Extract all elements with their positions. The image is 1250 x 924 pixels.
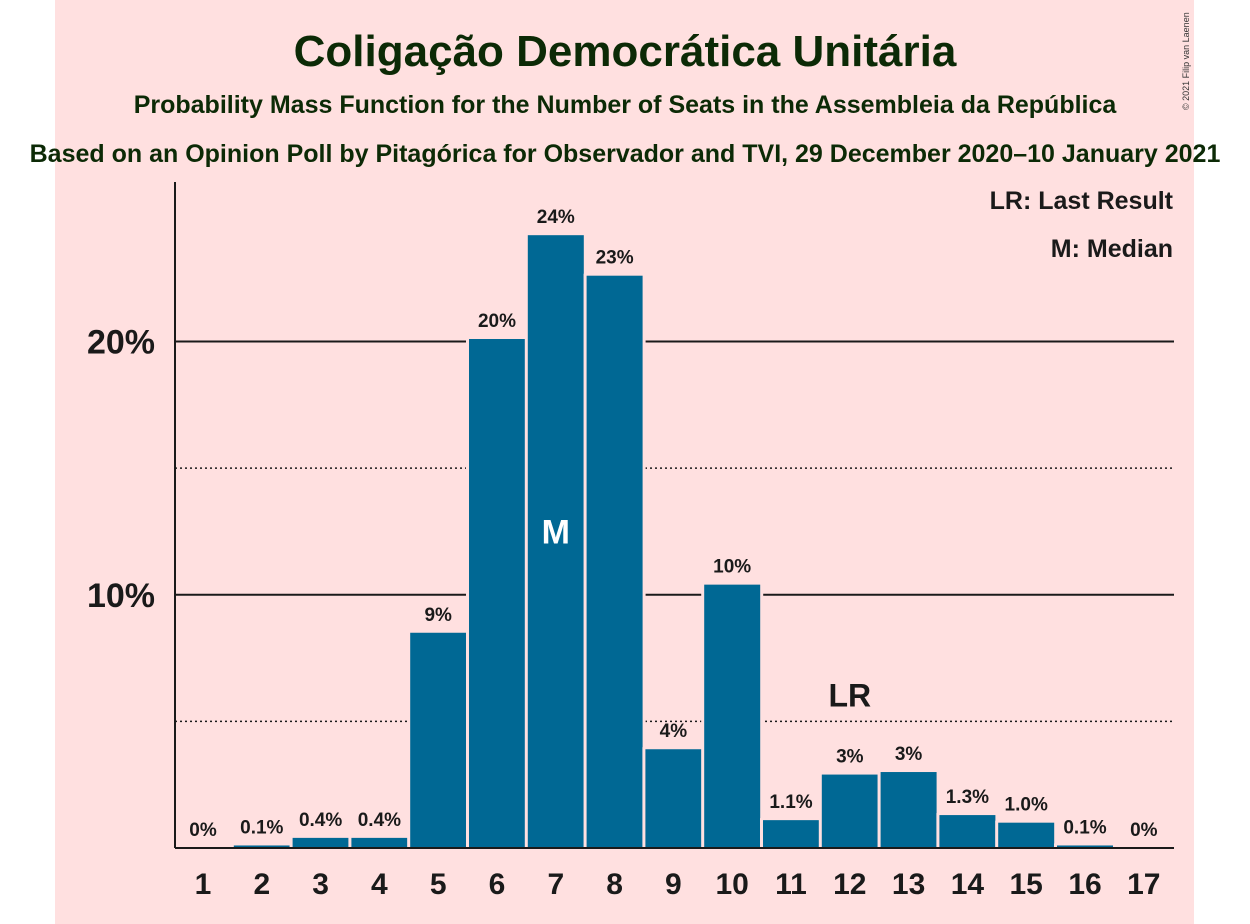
x-tick-label: 12	[833, 868, 866, 901]
bar-seat-4	[351, 837, 408, 848]
y-tick-label: 20%	[87, 324, 155, 362]
bar-seat-14	[939, 815, 996, 848]
bar-seat-15	[998, 822, 1055, 848]
data-label: 1.0%	[1005, 795, 1048, 816]
x-tick-label: 13	[892, 868, 925, 901]
x-tick-label: 10	[716, 868, 749, 901]
data-label: 1.3%	[946, 787, 989, 808]
y-axis-ticks: 10% 20%	[87, 324, 155, 615]
chart-title: Coligação Democrática Unitária	[294, 27, 957, 76]
data-label: 9%	[424, 605, 452, 626]
data-label: 20%	[478, 311, 516, 332]
x-tick-label: 8	[606, 868, 623, 901]
legend-median: M: Median	[1051, 235, 1173, 263]
chart-subtitle: Probability Mass Function for the Number…	[134, 91, 1118, 119]
data-label: 3%	[895, 744, 923, 765]
gridlines	[175, 340, 1174, 723]
bar-seat-8	[586, 275, 643, 849]
data-label: 24%	[537, 207, 575, 228]
x-tick-label: 15	[1010, 868, 1043, 901]
x-tick-label: 4	[371, 868, 388, 901]
data-label: 0%	[189, 820, 217, 841]
data-label: 0.1%	[1063, 817, 1106, 838]
x-axis-ticks: 1 2 3 4 5 6 7 8 9 10 11 12 13 14 15 16 17	[195, 868, 1161, 901]
data-label: 10%	[713, 557, 751, 578]
bar-seat-6	[469, 339, 525, 848]
chart-source: Based on an Opinion Poll by Pitagórica f…	[30, 140, 1221, 168]
data-labels: 0% 0.1% 0.4% 0.4% 9% 20% 24% M 23% 4% 10% 1.1% 3% LR 3…	[189, 207, 1157, 841]
bar-seat-10	[704, 584, 761, 848]
x-tick-label: 5	[430, 868, 447, 901]
bar-seat-9	[645, 749, 702, 848]
legend-last-result: LR: Last Result	[990, 187, 1174, 215]
x-tick-label: 17	[1127, 868, 1160, 901]
bar-seat-5	[410, 632, 467, 848]
data-label: 0.1%	[240, 817, 283, 838]
data-label: 0%	[1130, 820, 1158, 841]
data-label: 4%	[660, 721, 688, 742]
y-tick-label: 10%	[87, 577, 155, 615]
data-label: 3%	[836, 747, 864, 768]
last-result-marker: LR	[828, 678, 871, 714]
bar-seat-7	[527, 235, 584, 848]
x-tick-label: 1	[195, 868, 212, 901]
x-tick-label: 6	[489, 868, 506, 901]
x-tick-label: 11	[775, 868, 807, 901]
x-tick-label: 2	[253, 868, 270, 901]
x-tick-label: 16	[1068, 868, 1101, 901]
bar-seat-16	[1057, 845, 1113, 848]
bar-seat-13	[880, 772, 937, 848]
bars	[230, 233, 1116, 849]
median-marker: M	[542, 514, 570, 552]
bar-seat-3	[292, 837, 349, 848]
data-label: 23%	[596, 248, 634, 269]
x-tick-label: 9	[665, 868, 682, 901]
x-tick-label: 14	[951, 868, 985, 901]
copyright-text: © 2021 Filip van Laenen	[1181, 12, 1191, 110]
x-tick-label: 7	[547, 868, 564, 901]
x-tick-label: 3	[312, 868, 329, 901]
data-label: 1.1%	[769, 792, 812, 813]
bar-seat-12	[821, 774, 878, 848]
data-label: 0.4%	[299, 810, 342, 831]
data-label: 0.4%	[358, 810, 401, 831]
bar-seat-11	[763, 820, 819, 848]
bar-seat-2	[233, 845, 290, 848]
